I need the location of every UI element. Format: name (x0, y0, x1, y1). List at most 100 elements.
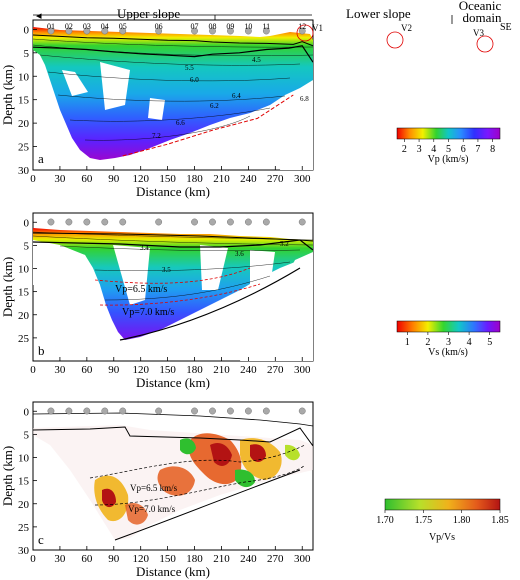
station-marker (262, 27, 270, 35)
station-label: 06 (155, 22, 163, 31)
station-label: 05 (119, 22, 127, 31)
y-tick-label: 15 (18, 287, 30, 299)
station-label: 10 (244, 22, 252, 31)
contour-label: 7.2 (152, 132, 161, 140)
contour-label: 4.5 (252, 56, 261, 64)
station-markers (47, 218, 306, 226)
y-tick-label: 30 (18, 165, 30, 177)
y-axis-label: Depth (km) (0, 257, 15, 317)
panel-a-label: a (38, 151, 44, 166)
contour-label: 6.0 (190, 76, 199, 84)
station-label: 04 (101, 22, 109, 31)
colorbar-tick-label: 3 (446, 337, 451, 348)
arrow-left-icon: ◂ (36, 10, 42, 22)
v2-circle (386, 31, 404, 49)
station-marker (155, 27, 163, 35)
v1-circle (296, 24, 314, 42)
upper-slope-label: Upper slope (117, 6, 180, 21)
panel-a: 4.5 5.5 6.0 6.2 6.4 6.6 6.8 7.2 01 02 03 04… (0, 19, 501, 199)
station-marker (65, 218, 73, 226)
panel-b-label: b (38, 343, 45, 358)
vs-colorbar: 1 2 3 4 5 Vs (km/s) (396, 320, 501, 358)
station-marker (298, 218, 306, 226)
x-tick-label: 120 (132, 364, 149, 376)
contour-label: 6.2 (210, 102, 219, 110)
y-tick-label: 0 (24, 24, 30, 36)
contour-label: 3.4 (140, 244, 149, 252)
x-tick-label: 0 (30, 364, 36, 376)
vp65-annotation: Vp=6.5 km/s (115, 284, 167, 295)
lower-slope-label: Lower slope (346, 6, 411, 21)
station-marker (47, 218, 55, 226)
section-header: ◂ Upper slope Lower slope Oceanic domain… (33, 0, 512, 33)
y-tick-label: 25 (18, 333, 30, 345)
oceanic-domain-label-2: domain (463, 10, 502, 25)
station-marker (244, 218, 252, 226)
x-tick-label: 210 (213, 553, 230, 565)
vp-gap-3 (195, 138, 214, 158)
vpvs-basement-line (33, 426, 313, 447)
station-marker (83, 218, 91, 226)
x-tick-label: 270 (267, 553, 284, 565)
y-tick-label: 5 (24, 240, 30, 252)
y-tick-label: 10 (18, 453, 30, 465)
station-marker (47, 407, 55, 415)
vs-vp65-dashed (94, 267, 251, 284)
vp65-annotation: Vp=6.5 km/s (130, 483, 178, 493)
station-marker (119, 218, 127, 226)
x-tick-label: 90 (108, 553, 120, 565)
colorbar-tick-label: 5 (446, 144, 451, 155)
station-marker (101, 407, 109, 415)
vp-colorbar-label: Vp (km/s) (428, 154, 469, 165)
station-marker (298, 407, 306, 415)
station-marker (191, 218, 198, 226)
station-markers: 01 02 03 04 05 06 07 08 09 10 11 12 (47, 22, 306, 35)
y-tick-label: 0 (24, 217, 30, 229)
station-label: 07 (191, 22, 199, 31)
x-tick-label: 270 (267, 173, 284, 185)
x-tick-label: 180 (186, 364, 203, 376)
colorbar-tick-label: 1.70 (376, 515, 394, 526)
station-marker (83, 27, 91, 35)
station-marker (262, 407, 270, 415)
y-tick-label: 10 (18, 264, 30, 276)
vs-vp70-dashed (99, 283, 261, 306)
colorbar-tick-label: 3 (417, 144, 422, 155)
vs-gap-2 (200, 245, 228, 290)
contour-label: 3.2 (280, 240, 289, 248)
oceanic-domain-label-1: Oceanic (459, 0, 502, 13)
station-marker (119, 27, 127, 35)
vpvs-anomaly-patches (94, 433, 300, 525)
colorbar-tick-label: 4 (431, 144, 436, 155)
station-marker (244, 407, 252, 415)
station-marker (227, 218, 234, 226)
panel-b-axes: 0 30 60 90 120 150 180 210 240 270 300 0 5 10 15 20 25 Di… (0, 217, 311, 390)
colorbar-tick-label: 1.75 (415, 515, 433, 526)
station-marker (119, 407, 127, 415)
panel-c-label: c (38, 532, 44, 547)
vp70-annotation: Vp=7.0 km/s (128, 504, 176, 514)
contour-label: 6.6 (176, 119, 185, 127)
v-markers: V1 V2 V3 (296, 23, 494, 53)
station-marker (65, 407, 73, 415)
station-label: 02 (65, 22, 73, 31)
x-tick-label: 150 (159, 173, 176, 185)
station-marker (47, 27, 55, 35)
station-marker (83, 407, 91, 415)
x-tick-label: 0 (30, 553, 36, 565)
vpvs-vp70-dashed (94, 464, 306, 506)
y-tick-label: 30 (18, 545, 30, 557)
panel-c-axes: 0 30 60 90 120 150 180 210 240 270 300051015202530… (0, 406, 311, 579)
vpvs-patch (102, 488, 116, 508)
colorbar-tick-label: 1.80 (453, 515, 471, 526)
vs-gap-5 (240, 252, 313, 361)
station-marker (244, 27, 252, 35)
x-tick-label: 150 (159, 553, 176, 565)
vpvs-colorbar-label: Vp/Vs (429, 532, 455, 543)
vs-colorbar-ticks: 1 2 3 4 5 (405, 332, 492, 348)
x-axis-label: Distance (km) (136, 564, 210, 579)
colorbar-tick-label: 8 (490, 144, 495, 155)
